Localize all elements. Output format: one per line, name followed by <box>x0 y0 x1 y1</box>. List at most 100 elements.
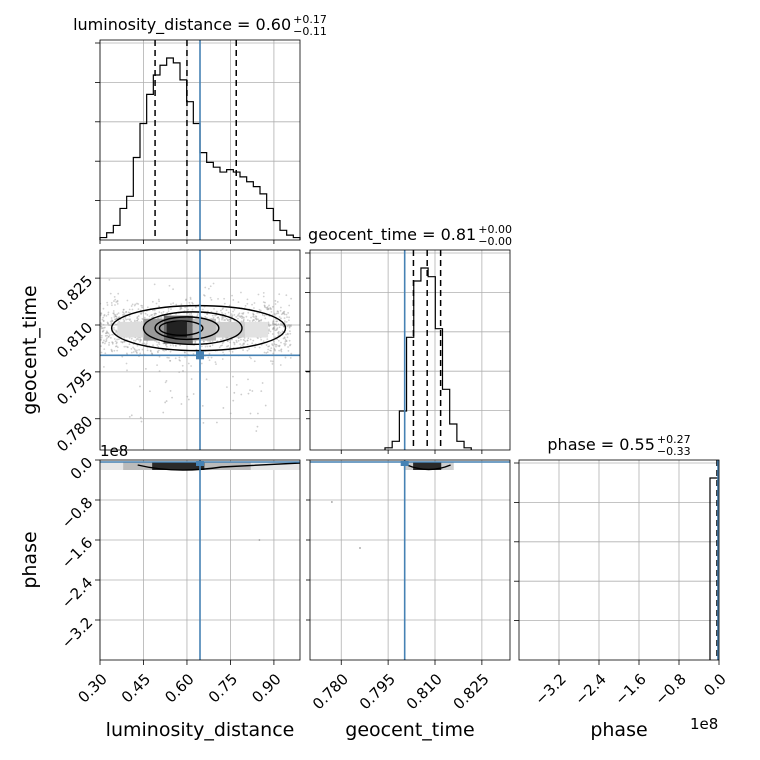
scatter-point <box>139 338 142 341</box>
scatter-point <box>101 318 104 321</box>
scatter-point <box>248 356 251 359</box>
scatter-point <box>226 319 229 322</box>
scatter-point <box>133 347 136 350</box>
scatter-point <box>240 338 242 341</box>
scatter-point <box>233 343 236 346</box>
scatter-point <box>116 300 119 303</box>
scatter-point <box>273 348 276 351</box>
scatter-point <box>209 345 212 348</box>
scatter-point <box>111 320 114 323</box>
scatter-point <box>271 321 274 324</box>
scatter-point <box>127 318 129 321</box>
scatter-point <box>113 295 116 298</box>
scatter-point <box>278 344 281 347</box>
scatter-point <box>257 412 259 415</box>
scatter-point <box>141 304 144 307</box>
scatter-point <box>106 321 109 324</box>
scatter-point <box>192 393 195 395</box>
scatter-point <box>169 359 171 362</box>
scatter-point <box>257 319 260 322</box>
scatter-point <box>184 356 186 358</box>
scatter-point <box>160 316 163 319</box>
scatter-point <box>114 315 117 318</box>
scatter-point <box>269 324 272 327</box>
scatter-point <box>125 318 128 321</box>
scatter-point <box>269 308 272 310</box>
scatter-point <box>160 311 163 314</box>
scatter-point <box>273 323 276 326</box>
scatter-point <box>212 316 215 319</box>
scatter-point <box>111 350 114 353</box>
scatter-point <box>260 390 263 393</box>
scatter-point <box>157 341 160 344</box>
scatter-point <box>152 309 154 312</box>
scatter-point <box>247 378 249 381</box>
scatter-point <box>246 349 249 352</box>
scatter-point <box>158 341 161 344</box>
scatter-point <box>145 343 148 346</box>
scatter-point <box>280 313 283 316</box>
scatter-point <box>214 314 217 317</box>
scatter-point <box>130 337 133 340</box>
scatter-point <box>165 400 168 402</box>
scatter-point <box>133 304 136 307</box>
scatter-point <box>162 411 165 414</box>
title-minus-geocent_time: −0.00 <box>478 235 512 248</box>
scatter-point <box>271 333 274 335</box>
panel-1-2-content <box>310 460 510 660</box>
scatter-point <box>109 320 112 323</box>
scatter-point <box>103 314 106 317</box>
scatter-point <box>237 339 240 342</box>
ytick-label-phase: −3.2 <box>58 614 96 652</box>
y-offset-text: 1e8 <box>100 442 128 460</box>
scatter-point <box>228 304 231 307</box>
scatter-point <box>270 308 273 310</box>
scatter-point <box>286 325 289 328</box>
scatter-point <box>252 318 255 321</box>
scatter-point <box>106 331 109 334</box>
scatter-point <box>359 547 361 549</box>
scatter-point <box>209 345 211 348</box>
scatter-point <box>130 305 133 307</box>
scatter-point <box>103 342 106 345</box>
scatter-point <box>225 309 228 312</box>
scatter-point <box>103 339 105 342</box>
scatter-point <box>139 352 142 355</box>
scatter-point <box>116 349 119 352</box>
scatter-point <box>153 283 156 286</box>
scatter-point <box>104 334 107 337</box>
scatter-point <box>206 313 209 315</box>
scatter-point <box>100 314 102 317</box>
scatter-point <box>229 318 231 321</box>
title-main-phase: phase = 0.55 <box>547 435 654 454</box>
scatter-point <box>106 334 109 337</box>
scatter-point <box>258 319 261 322</box>
title-plus-geocent_time: +0.00 <box>478 223 512 236</box>
scatter-point <box>245 315 248 318</box>
scatter-point <box>107 322 109 325</box>
scatter-point <box>263 351 266 354</box>
scatter-point <box>242 319 245 322</box>
scatter-point <box>100 336 103 339</box>
ytick-label-phase: −1.6 <box>58 534 96 572</box>
scatter-point <box>179 308 182 311</box>
scatter-point <box>248 320 251 322</box>
scatter-point <box>222 307 224 310</box>
scatter-point <box>157 298 160 301</box>
scatter-point <box>226 340 229 342</box>
scatter-point <box>186 395 189 398</box>
scatter-point <box>111 333 113 336</box>
scatter-point <box>114 313 117 316</box>
scatter-point <box>242 349 244 351</box>
scatter-point <box>104 340 107 343</box>
scatter-point <box>272 327 275 330</box>
scatter-point <box>279 364 282 366</box>
scatter-point <box>204 286 207 289</box>
xtick-label-phase: −2.4 <box>571 670 609 708</box>
scatter-point <box>280 324 282 326</box>
scatter-point <box>282 323 285 326</box>
scatter-point <box>121 311 124 313</box>
scatter-point <box>179 344 181 347</box>
scatter-point <box>112 312 115 315</box>
scatter-point <box>122 309 125 311</box>
